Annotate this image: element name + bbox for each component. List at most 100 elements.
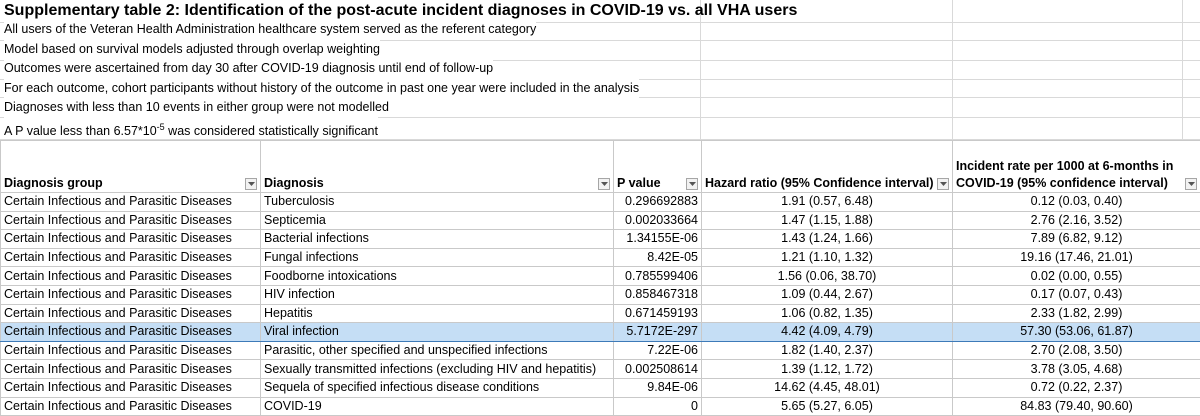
cell-incident-rate[interactable]: 7.89 (6.82, 9.12) [952, 229, 1200, 249]
table-row[interactable]: Certain Infectious and Parasitic Disease… [0, 340, 1200, 361]
cell-diagnosis[interactable]: Sequela of specified infectious disease … [260, 377, 614, 398]
cell-p-value[interactable]: 0 [613, 396, 702, 416]
cell-hazard-ratio[interactable]: 1.82 (1.40, 2.37) [701, 340, 953, 361]
cell-diagnosis[interactable]: Bacterial infections [260, 229, 614, 249]
cell-p-value[interactable]: 0.671459193 [613, 303, 702, 324]
cell-diagnosis-group[interactable]: Certain Infectious and Parasitic Disease… [0, 396, 261, 416]
gridline [0, 117, 1200, 118]
cell-incident-rate[interactable]: 0.12 (0.03, 0.40) [952, 192, 1200, 212]
table-row[interactable]: Certain Infectious and Parasitic Disease… [0, 359, 1200, 379]
column-header-label: Hazard ratio (95% Confidence interval) [705, 176, 934, 190]
note-row: For each outcome, cohort participants wi… [4, 78, 640, 98]
cell-incident-rate[interactable]: 0.02 (0.00, 0.55) [952, 266, 1200, 286]
gridline [0, 139, 1200, 140]
cell-diagnosis[interactable]: Hepatitis [260, 303, 614, 324]
cell-diagnosis-group[interactable]: Certain Infectious and Parasitic Disease… [0, 210, 261, 231]
column-header-label: Diagnosis group [4, 176, 103, 190]
results-table: Diagnosis group Diagnosis P value Hazard… [0, 140, 1200, 416]
cell-diagnosis-group[interactable]: Certain Infectious and Parasitic Disease… [0, 247, 261, 268]
cell-diagnosis[interactable]: HIV infection [260, 284, 614, 305]
table-row[interactable]: Certain Infectious and Parasitic Disease… [0, 247, 1200, 268]
gridline [0, 60, 1200, 61]
filter-dropdown-icon[interactable] [598, 178, 610, 190]
cell-hazard-ratio[interactable]: 5.65 (5.27, 6.05) [701, 396, 953, 416]
table-row[interactable]: Certain Infectious and Parasitic Disease… [0, 229, 1200, 249]
column-header-hazard-ratio: Hazard ratio (95% Confidence interval) [701, 140, 953, 193]
column-header-label: P value [617, 176, 661, 190]
cell-hazard-ratio[interactable]: 1.47 (1.15, 1.88) [701, 210, 953, 231]
table-row-selected[interactable]: Certain Infectious and Parasitic Disease… [0, 322, 1200, 342]
column-header-label: Diagnosis [264, 176, 324, 190]
cell-diagnosis[interactable]: Sexually transmitted infections (excludi… [260, 359, 614, 379]
cell-p-value[interactable]: 8.42E-05 [613, 247, 702, 268]
cell-p-value[interactable]: 7.22E-06 [613, 340, 702, 361]
table-row[interactable]: Certain Infectious and Parasitic Disease… [0, 284, 1200, 305]
cell-p-value[interactable]: 1.34155E-06 [613, 229, 702, 249]
cell-incident-rate[interactable]: 84.83 (79.40, 90.60) [952, 396, 1200, 416]
cell-diagnosis-group[interactable]: Certain Infectious and Parasitic Disease… [0, 284, 261, 305]
cell-diagnosis-group[interactable]: Certain Infectious and Parasitic Disease… [0, 192, 261, 212]
cell-diagnosis[interactable]: Fungal infections [260, 247, 614, 268]
cell-incident-rate[interactable]: 2.76 (2.16, 3.52) [952, 210, 1200, 231]
table-row[interactable]: Certain Infectious and Parasitic Disease… [0, 396, 1200, 416]
gridline [952, 0, 953, 140]
cell-incident-rate[interactable]: 2.70 (2.08, 3.50) [952, 340, 1200, 361]
cell-hazard-ratio[interactable]: 1.91 (0.57, 6.48) [701, 192, 953, 212]
cell-diagnosis-group[interactable]: Certain Infectious and Parasitic Disease… [0, 359, 261, 379]
significance-note: A P value less than 6.57*10-5 was consid… [4, 117, 378, 139]
cell-hazard-ratio[interactable]: 1.09 (0.44, 2.67) [701, 284, 953, 305]
cell-diagnosis[interactable]: Foodborne intoxications [260, 266, 614, 286]
cell-incident-rate[interactable]: 0.17 (0.07, 0.43) [952, 284, 1200, 305]
cell-hazard-ratio[interactable]: 1.39 (1.12, 1.72) [701, 359, 953, 379]
cell-incident-rate[interactable]: 2.33 (1.82, 2.99) [952, 303, 1200, 324]
cell-diagnosis-group[interactable]: Certain Infectious and Parasitic Disease… [0, 377, 261, 398]
cell-diagnosis-group[interactable]: Certain Infectious and Parasitic Disease… [0, 322, 261, 342]
cell-diagnosis[interactable]: Septicemia [260, 210, 614, 231]
filter-dropdown-icon[interactable] [937, 178, 949, 190]
cell-diagnosis-group[interactable]: Certain Infectious and Parasitic Disease… [0, 303, 261, 324]
cell-p-value[interactable]: 0.785599406 [613, 266, 702, 286]
column-header-diagnosis: Diagnosis [260, 140, 614, 193]
cell-incident-rate[interactable]: 3.78 (3.05, 4.68) [952, 359, 1200, 379]
cell-p-value[interactable]: 9.84E-06 [613, 377, 702, 398]
table-title: Supplementary table 2: Identification of… [4, 2, 798, 19]
cell-hazard-ratio[interactable]: 1.21 (1.10, 1.32) [701, 247, 953, 268]
cell-incident-rate[interactable]: 19.16 (17.46, 21.01) [952, 247, 1200, 268]
cell-hazard-ratio[interactable]: 1.56 (0.06, 38.70) [701, 266, 953, 286]
filter-dropdown-icon[interactable] [245, 178, 257, 190]
filter-dropdown-icon[interactable] [1185, 178, 1197, 190]
cell-p-value[interactable]: 0.858467318 [613, 284, 702, 305]
cell-p-value[interactable]: 5.7172E-297 [613, 322, 702, 342]
cell-diagnosis[interactable]: Parasitic, other specified and unspecifi… [260, 340, 614, 361]
cell-diagnosis-group[interactable]: Certain Infectious and Parasitic Disease… [0, 340, 261, 361]
cell-hazard-ratio[interactable]: 1.06 (0.82, 1.35) [701, 303, 953, 324]
column-header-p-value: P value [613, 140, 702, 193]
cell-incident-rate[interactable]: 57.30 (53.06, 61.87) [952, 322, 1200, 342]
cell-hazard-ratio[interactable]: 4.42 (4.09, 4.79) [701, 322, 953, 342]
table-row[interactable]: Certain Infectious and Parasitic Disease… [0, 266, 1200, 286]
column-header-incident-rate: Incident rate per 1000 at 6-months in CO… [952, 140, 1200, 193]
note-row: Model based on survival models adjusted … [4, 39, 380, 59]
column-header-label: Incident rate per 1000 at 6-months in CO… [956, 159, 1174, 190]
note-row: All users of the Veteran Health Administ… [4, 19, 537, 39]
header-row: Diagnosis group Diagnosis P value Hazard… [0, 140, 1200, 193]
cell-diagnosis-group[interactable]: Certain Infectious and Parasitic Disease… [0, 229, 261, 249]
cell-incident-rate[interactable]: 0.72 (0.22, 2.37) [952, 377, 1200, 398]
cell-p-value[interactable]: 0.296692883 [613, 192, 702, 212]
gridline [0, 40, 1200, 41]
significance-prefix: A P value less than 6.57*10 [4, 124, 157, 139]
table-row[interactable]: Certain Infectious and Parasitic Disease… [0, 210, 1200, 231]
cell-diagnosis[interactable]: COVID-19 [260, 396, 614, 416]
cell-p-value[interactable]: 0.002508614 [613, 359, 702, 379]
filter-dropdown-icon[interactable] [686, 178, 698, 190]
cell-p-value[interactable]: 0.002033664 [613, 210, 702, 231]
cell-diagnosis[interactable]: Viral infection [260, 322, 614, 342]
cell-diagnosis-group[interactable]: Certain Infectious and Parasitic Disease… [0, 266, 261, 286]
cell-diagnosis[interactable]: Tuberculosis [260, 192, 614, 212]
table-row[interactable]: Certain Infectious and Parasitic Disease… [0, 303, 1200, 324]
table-row[interactable]: Certain Infectious and Parasitic Disease… [0, 192, 1200, 212]
cell-hazard-ratio[interactable]: 14.62 (4.45, 48.01) [701, 377, 953, 398]
table-row[interactable]: Certain Infectious and Parasitic Disease… [0, 377, 1200, 398]
cell-hazard-ratio[interactable]: 1.43 (1.24, 1.66) [701, 229, 953, 249]
